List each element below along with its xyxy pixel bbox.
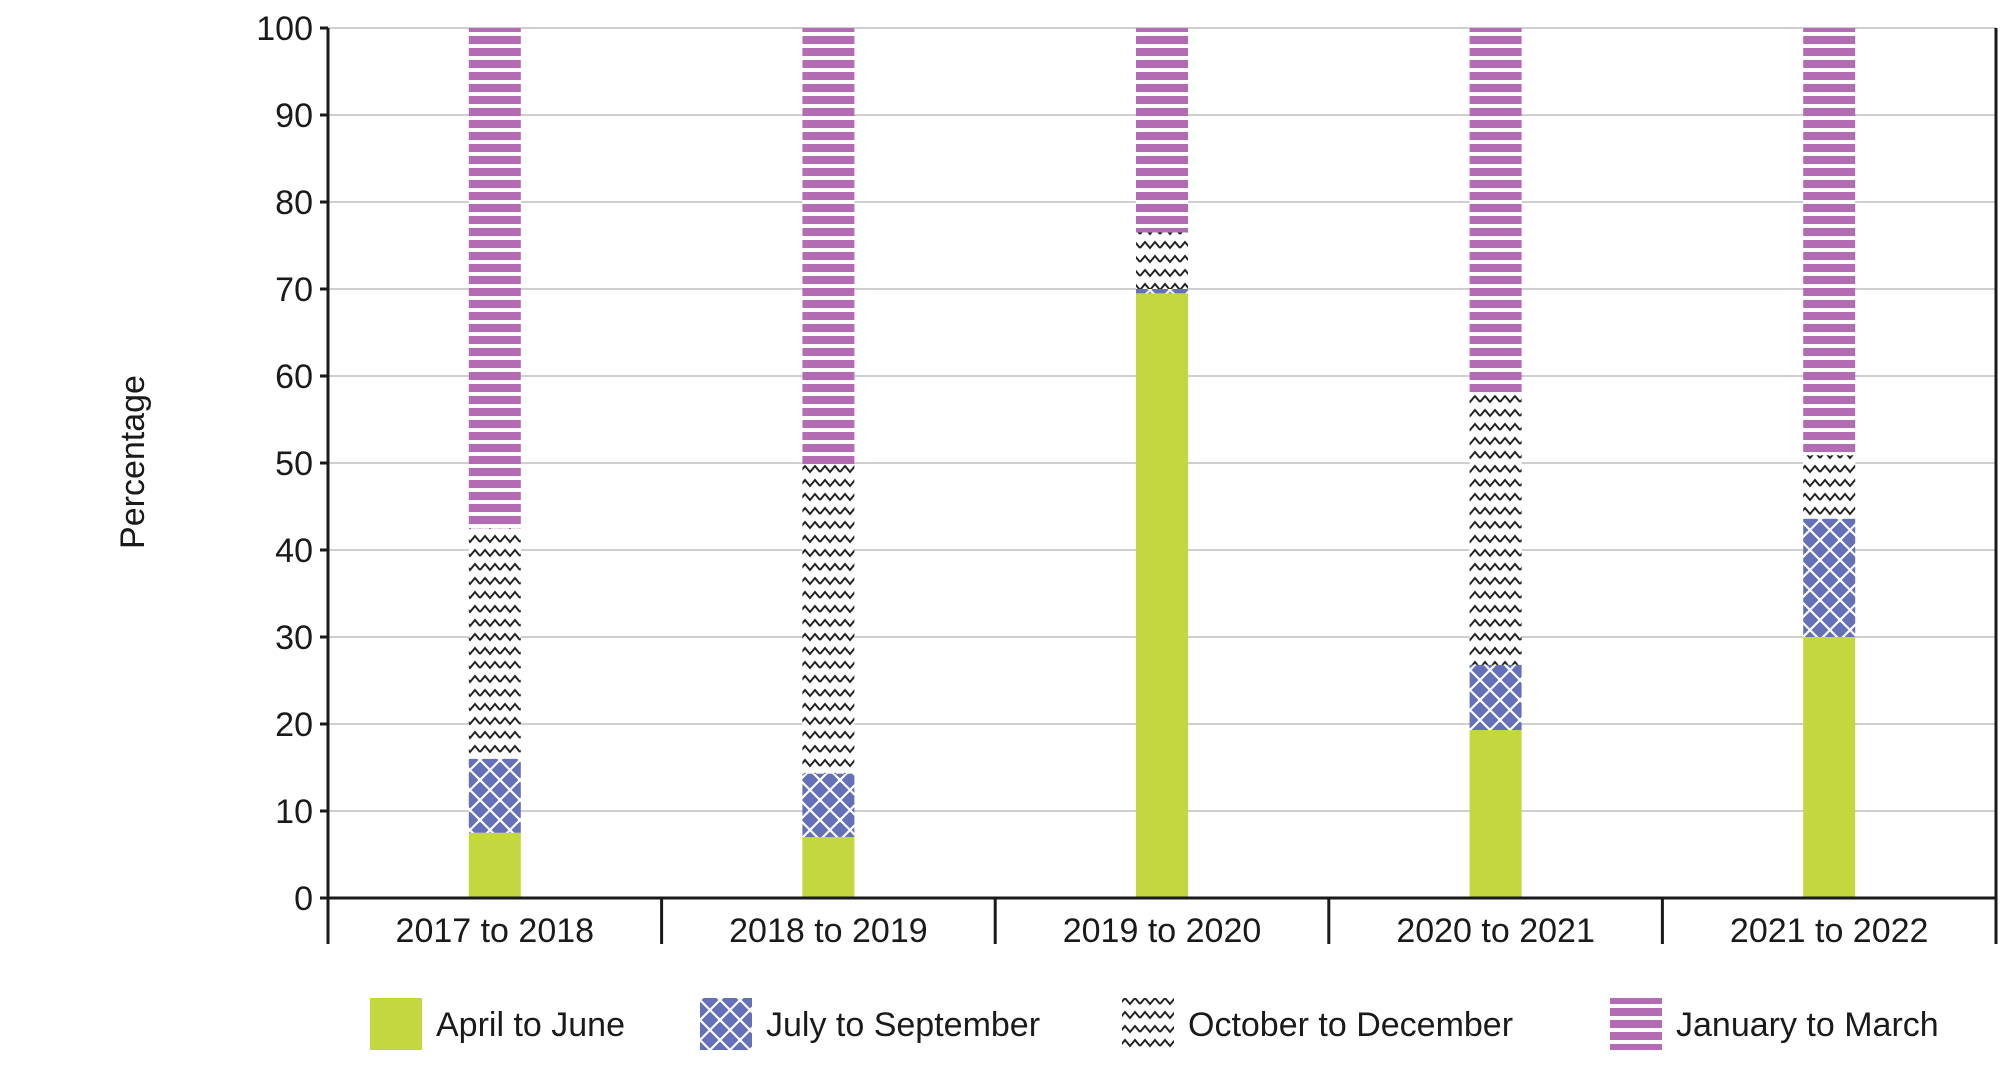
- legend-label: October to December: [1188, 1006, 1513, 1044]
- bar-segment: [469, 759, 521, 833]
- legend-item: July to September: [700, 998, 1040, 1050]
- bar-segment: [1470, 395, 1522, 665]
- bar-segment: [1470, 665, 1522, 730]
- bar-segment: [1470, 28, 1522, 395]
- bar-segment: [1803, 519, 1855, 637]
- y-tick-label: 20: [275, 706, 313, 744]
- y-tick-label: 80: [275, 184, 313, 222]
- bar-segment: [1136, 232, 1188, 289]
- bar-segment: [469, 833, 521, 898]
- legend-label: April to June: [436, 1006, 625, 1044]
- bar-segment: [1803, 637, 1855, 898]
- bar-segment: [469, 28, 521, 528]
- y-tick-label: 40: [275, 532, 313, 570]
- legend-swatch: [1610, 998, 1662, 1050]
- legend-label: July to September: [766, 1006, 1040, 1044]
- bar-segment: [802, 465, 854, 774]
- bar-segment: [802, 28, 854, 465]
- y-tick-label: 60: [275, 358, 313, 396]
- bar-segment: [469, 528, 521, 759]
- x-tick-label: 2020 to 2021: [1396, 912, 1595, 950]
- legend-swatch: [700, 998, 752, 1050]
- y-tick-label: 90: [275, 97, 313, 135]
- y-tick-labels: 0 10 20 30 40 50 60 70 80 90 100: [256, 10, 313, 918]
- legend-swatch: [370, 998, 422, 1050]
- y-tick-label: 10: [275, 793, 313, 831]
- bar-segment: [802, 774, 854, 838]
- y-tick-label: 100: [256, 10, 313, 48]
- legend: April to June July to September October to…: [370, 998, 1939, 1050]
- bar-segment: [1136, 28, 1188, 232]
- legend-item: October to December: [1122, 998, 1513, 1050]
- x-tick-label: 2019 to 2020: [1063, 912, 1262, 950]
- bar-segment: [1470, 730, 1522, 898]
- legend-swatch: [1122, 998, 1174, 1050]
- bar-segment: [1803, 455, 1855, 519]
- y-axis-title: Percentage: [114, 375, 152, 549]
- bar-segment: [1803, 28, 1855, 455]
- legend-item: April to June: [370, 998, 625, 1050]
- bar-segment: [802, 837, 854, 898]
- x-tick-label: 2017 to 2018: [396, 912, 595, 950]
- x-tick-labels: 2017 to 2018 2018 to 2019 2019 to 2020 2020…: [396, 912, 1929, 950]
- y-tick-label: 0: [294, 880, 313, 918]
- bar-segment: [1136, 289, 1188, 293]
- y-tick-label: 70: [275, 271, 313, 309]
- legend-label: January to March: [1676, 1006, 1939, 1044]
- y-tick-label: 50: [275, 445, 313, 483]
- x-tick-label: 2021 to 2022: [1730, 912, 1929, 950]
- y-tick-label: 30: [275, 619, 313, 657]
- bar-segment: [1136, 293, 1188, 898]
- legend-item: January to March: [1610, 998, 1939, 1050]
- x-tick-label: 2018 to 2019: [729, 912, 928, 950]
